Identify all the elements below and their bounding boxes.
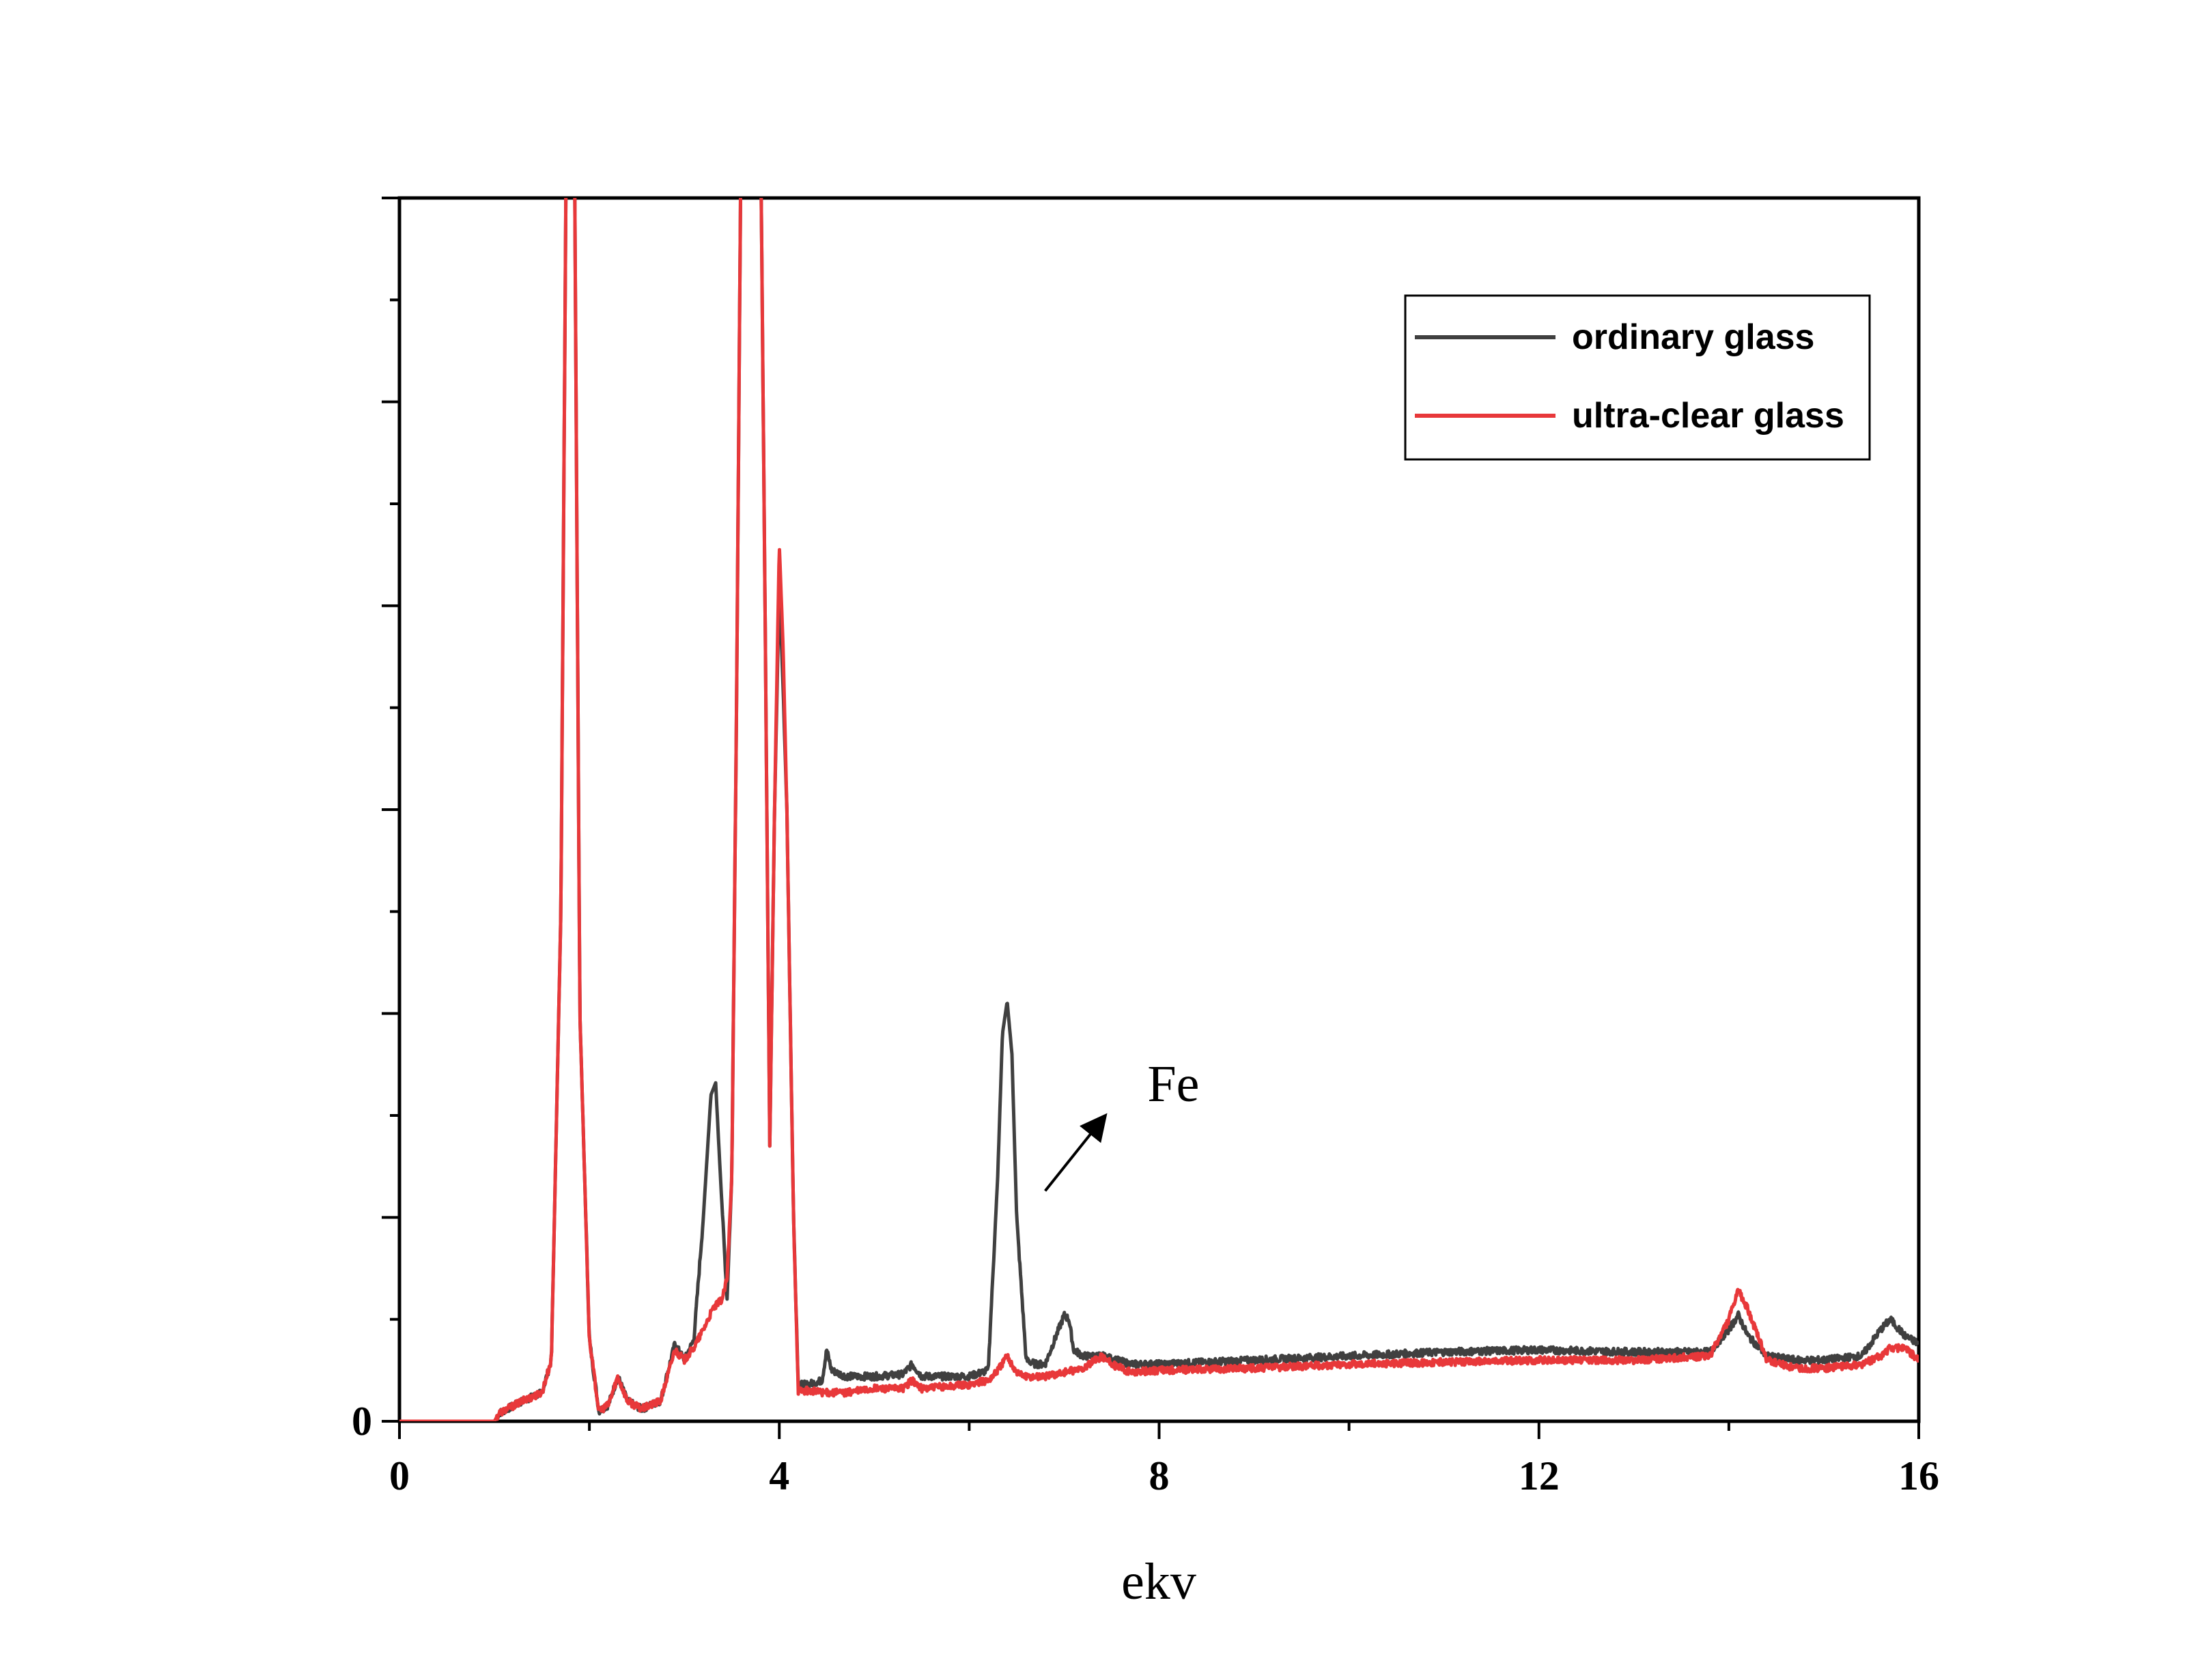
legend: ordinary glass ultra-clear glass bbox=[1404, 294, 1871, 461]
series-layer bbox=[399, 198, 1919, 1421]
series-line-ultra-clear-glass bbox=[399, 198, 1919, 1421]
x-tick-label: 16 bbox=[1898, 1453, 1939, 1498]
legend-label-ultra-clear-glass: ultra-clear glass bbox=[1572, 396, 1844, 436]
legend-label-ordinary-glass: ordinary glass bbox=[1572, 317, 1814, 357]
y-axis-ticks: 0 bbox=[352, 197, 399, 1444]
legend-box bbox=[1404, 294, 1871, 461]
x-tick-label: 12 bbox=[1519, 1453, 1560, 1498]
x-tick-label: 4 bbox=[769, 1453, 789, 1498]
x-axis-title: ekv bbox=[1121, 1553, 1196, 1610]
annotation-layer: Fe bbox=[1044, 1055, 1199, 1192]
x-tick-label: 8 bbox=[1149, 1453, 1170, 1498]
fe-annotation-label: Fe bbox=[1147, 1055, 1199, 1113]
x-axis-ticks: 0 4 8 12 16 bbox=[389, 1421, 1939, 1498]
fe-annotation-arrow bbox=[1044, 1113, 1108, 1192]
x-tick-label: 0 bbox=[389, 1453, 410, 1498]
y-tick-label: 0 bbox=[352, 1399, 372, 1444]
